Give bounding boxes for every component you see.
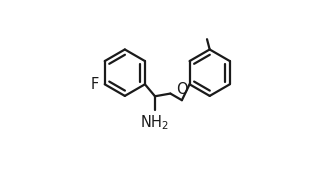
Text: NH$_2$: NH$_2$ [140,113,169,132]
Text: O: O [176,82,188,97]
Text: F: F [90,77,99,92]
